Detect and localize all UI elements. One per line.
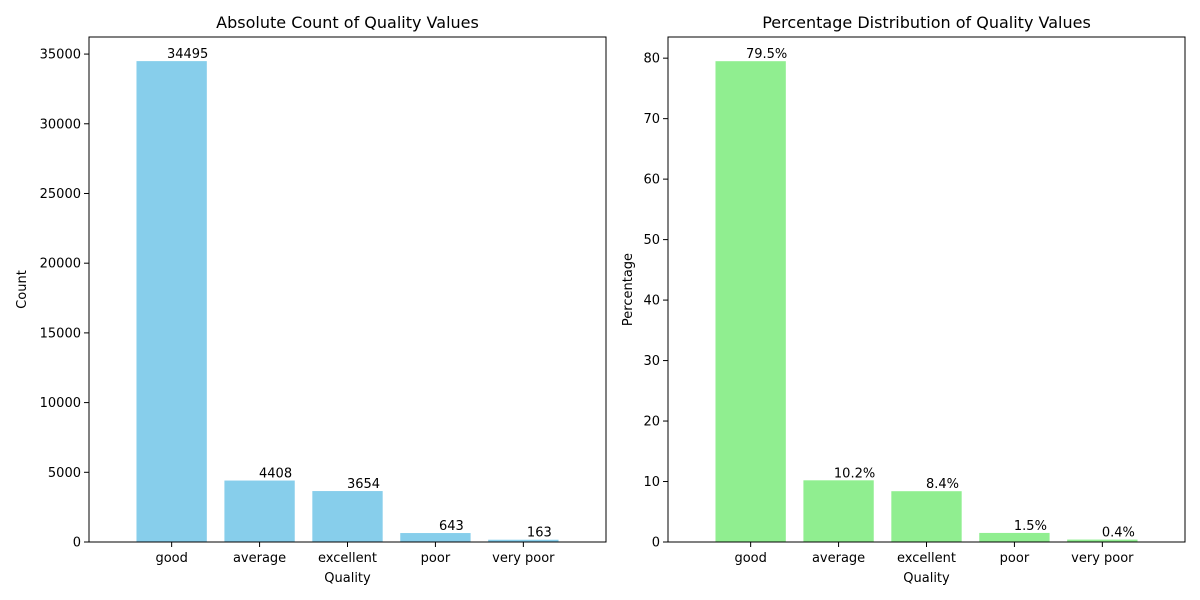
percentage-x-tick-label: good <box>734 551 766 566</box>
percentage-bar-poor <box>979 532 1050 542</box>
percentage-y-tick-label: 80 <box>643 52 660 67</box>
percentage-y-tick-label: 70 <box>643 112 660 127</box>
count-y-tick-label: 10000 <box>40 396 81 411</box>
count-value-label: 3654 <box>347 477 380 492</box>
percentage-value-label: 79.5% <box>746 47 787 62</box>
count-x-tick-label: good <box>155 551 187 566</box>
percentage-bar-good <box>715 61 786 542</box>
count-bar-poor <box>400 533 471 542</box>
count-x-tick-label: very poor <box>492 551 555 566</box>
percentage-x-tick-label: excellent <box>897 551 956 566</box>
count-x-axis-label: Quality <box>324 571 371 586</box>
percentage-x-tick-label: poor <box>1000 551 1030 566</box>
percentage-x-axis-label: Quality <box>903 571 950 586</box>
count-chart-title: Absolute Count of Quality Values <box>216 13 479 32</box>
count-y-tick-label: 25000 <box>40 187 81 202</box>
percentage-x-tick-label: average <box>812 551 865 566</box>
count-y-tick-label: 5000 <box>48 466 81 481</box>
percentage-y-tick-label: 20 <box>643 415 660 430</box>
percentage-bar-average <box>803 480 874 542</box>
count-y-tick-label: 35000 <box>40 48 81 63</box>
count-value-label: 643 <box>439 519 464 534</box>
percentage-value-label: 1.5% <box>1014 519 1047 534</box>
count-value-label: 34495 <box>167 47 208 62</box>
percentage-value-label: 10.2% <box>834 466 875 481</box>
percentage-chart-panel: 79.5% 10.2% 8.4% 1.5% 0.4% good average excelle… <box>621 13 1186 586</box>
percentage-chart-title: Percentage Distribution of Quality Value… <box>762 13 1091 32</box>
percentage-value-label: 8.4% <box>926 477 959 492</box>
count-bar-average <box>224 480 295 542</box>
percentage-y-tick-label: 10 <box>643 475 660 490</box>
count-bar-very-poor <box>488 539 559 542</box>
count-x-tick-label: poor <box>421 551 451 566</box>
count-x-tick-label: average <box>233 551 286 566</box>
percentage-y-axis-label: Percentage <box>621 253 636 326</box>
count-x-tick-label: excellent <box>318 551 377 566</box>
percentage-y-tick-label: 0 <box>652 536 660 551</box>
percentage-bar-excellent <box>891 491 962 542</box>
percentage-y-tick-label: 60 <box>643 173 660 188</box>
count-y-tick-label: 20000 <box>40 257 81 272</box>
count-value-label: 4408 <box>259 467 292 482</box>
count-value-label: 163 <box>527 526 552 541</box>
count-bar-good <box>136 61 207 543</box>
percentage-bar-very-poor <box>1067 539 1138 542</box>
percentage-x-tick-label: very poor <box>1071 551 1134 566</box>
percentage-y-tick-label: 40 <box>643 294 660 309</box>
count-bar-excellent <box>312 491 383 542</box>
count-chart-panel: 34495 4408 3654 643 163 good average excellent p… <box>15 13 607 586</box>
count-y-tick-label: 30000 <box>40 117 81 132</box>
count-y-axis-label: Count <box>15 270 30 309</box>
count-y-tick-label: 15000 <box>40 326 81 341</box>
percentage-value-label: 0.4% <box>1102 526 1135 541</box>
count-y-tick-label: 0 <box>73 536 81 551</box>
percentage-y-tick-label: 30 <box>643 354 660 369</box>
percentage-y-tick-label: 50 <box>643 233 660 248</box>
